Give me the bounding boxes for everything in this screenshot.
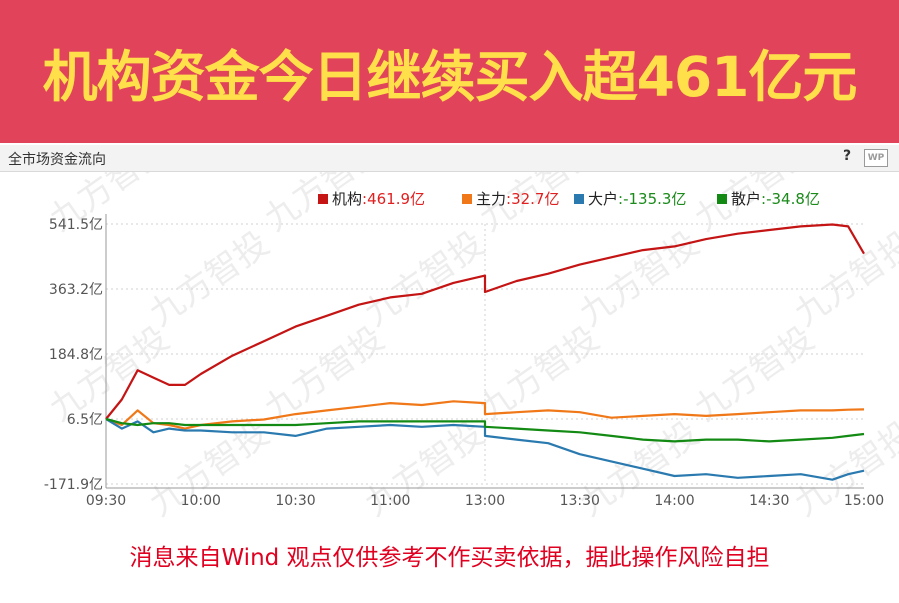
legend-item-3: 散户:-34.8亿 [731,190,820,208]
legend-label-3: 散户 [731,190,761,208]
wp-icon[interactable]: WP [864,149,888,167]
series-line-1 [105,400,865,430]
x-tick-label: 14:00 [654,493,694,509]
x-tick-label: 15:00 [844,493,884,509]
y-tick-label: -171.9亿 [44,477,103,493]
legend-item-2: 大户:-135.3亿 [588,190,686,208]
x-tick-label: 11:00 [370,493,410,509]
x-tick-label: 10:30 [275,493,315,509]
x-tick-label: 13:00 [465,493,505,509]
series-line-0 [105,223,865,420]
legend-value-0: :461.9亿 [362,190,425,208]
y-tick-label: 363.2亿 [49,282,103,298]
x-tick-label: 10:00 [181,493,221,509]
legend-value-3: :-34.8亿 [761,190,820,208]
legend-label-2: 大户 [588,190,618,208]
watermark-text: 九方智投 [572,224,706,335]
y-tick-label: 184.8亿 [49,347,103,363]
series-line-2 [105,418,865,481]
fund-flow-chart: 九方智投 九方智投 九方智投 九方智投 九方智投 九方智投 九方智投 九方智投 九方智投 九方智投… [0,172,899,524]
watermark-text: 九方智投 [142,224,276,335]
legend-swatch-1 [462,194,472,204]
legend-swatch-3 [717,194,727,204]
y-tick-label: 541.5亿 [49,217,103,233]
x-tick-label: 14:30 [749,493,789,509]
x-tick-label: 13:30 [560,493,600,509]
panel-header: 全市场资金流向 ? WP [0,145,899,172]
title-banner: 机构资金今日继续买入超461亿元 [0,0,899,143]
legend-item-1: 主力:32.7亿 [476,190,559,208]
legend-item-0: 机构:461.9亿 [332,190,425,208]
legend-value-2: :-135.3亿 [618,190,686,208]
help-icon[interactable]: ? [843,148,852,164]
watermark-text: 九方智投 [42,319,176,430]
panel-title: 全市场资金流向 [8,152,106,168]
legend-swatch-0 [318,194,328,204]
watermark-text: 九方智投 [787,224,899,335]
legend-label-0: 机构 [332,190,362,208]
banner-title: 机构资金今日继续买入超461亿元 [42,44,858,109]
legend-swatch-2 [574,194,584,204]
series-line-3 [105,417,865,443]
legend-value-1: :32.7亿 [506,190,559,208]
y-tick-label: 6.5亿 [67,412,103,428]
x-tick-label: 09:30 [86,493,126,509]
disclaimer: 消息来自Wind 观点仅供参考不作买卖依据，据此操作风险自担 [129,545,770,571]
legend-label-1: 主力 [476,190,506,208]
